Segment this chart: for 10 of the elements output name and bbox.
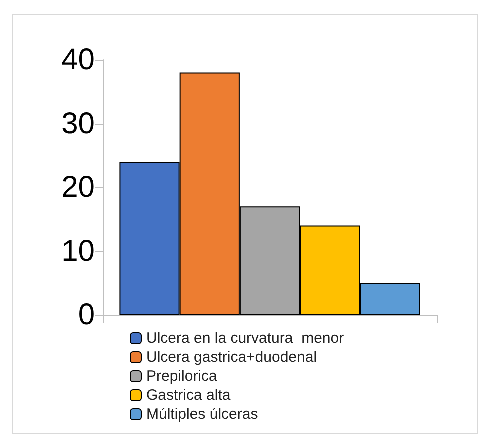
y-tick-label: 20 xyxy=(62,171,95,204)
y-tick-label: 10 xyxy=(62,234,95,268)
legend-label: Gastrica alta xyxy=(146,387,232,404)
legend-label: Ulcera en la curvatura menor xyxy=(146,330,344,347)
legend-label: Prepilorica xyxy=(146,368,218,385)
legend-label: Ulcera gastrica+duodenal xyxy=(146,349,318,366)
y-tick-label: 0 xyxy=(78,298,95,332)
y-tick-label: 30 xyxy=(62,107,95,140)
y-tick-label: 40 xyxy=(62,44,95,76)
legend-label: Múltiples úlceras xyxy=(146,406,258,423)
